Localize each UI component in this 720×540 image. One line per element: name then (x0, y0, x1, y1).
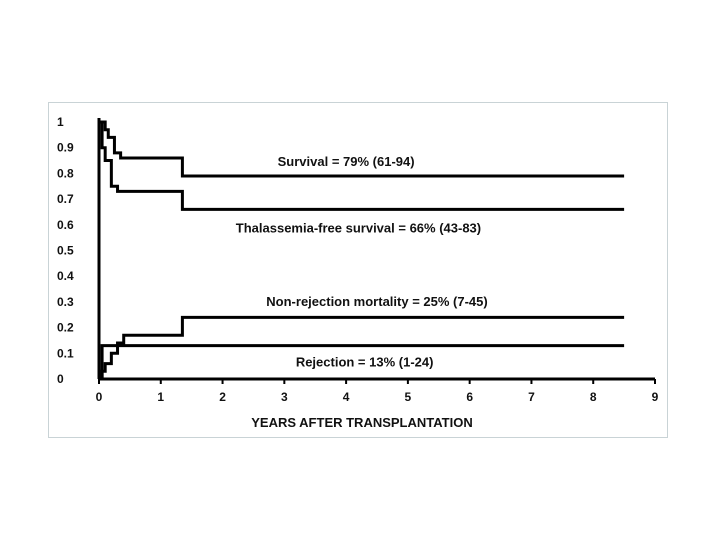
y-tick-label: 0.1 (57, 346, 74, 360)
annotations: Survival = 79% (61-94) Thalassemia-free s… (236, 154, 488, 369)
x-tick-label: 1 (157, 390, 164, 404)
y-tick-label: 0.2 (57, 321, 74, 335)
y-tick-label: 0.7 (57, 192, 74, 206)
y-tick-label: 0.3 (57, 295, 74, 309)
annotation-label: Rejection = 13% (1-24) (296, 354, 434, 369)
annotation-label: Thalassemia-free survival = 66% (43-83) (236, 221, 481, 236)
x-tick-label: 8 (590, 390, 597, 404)
y-tick-label: 0.4 (57, 269, 74, 283)
series-line-thalassemia-free-survival (99, 120, 625, 211)
x-tick-label: 9 (652, 390, 659, 404)
x-tick-label: 3 (281, 390, 288, 404)
series-lines (99, 120, 625, 381)
x-tick-label: 5 (405, 390, 412, 404)
axes (97, 118, 656, 384)
x-axis-label: YEARS AFTER TRANSPLANTATION (251, 415, 472, 430)
x-tick-label: 7 (528, 390, 535, 404)
series-line-rejection (99, 344, 625, 381)
y-tick-label: 0.9 (57, 141, 74, 155)
x-tick-label: 2 (219, 390, 226, 404)
y-tick-label: 0.5 (57, 244, 74, 258)
tick-labels: 0 1 2 3 4 5 6 7 8 9 0 0.1 0.2 0.3 0.4 0.5 0.6 0.7 0.8 0.9 1 (57, 115, 659, 404)
annotation-label: Non-rejection mortality = 25% (7-45) (266, 294, 487, 309)
x-tick-label: 0 (96, 390, 103, 404)
x-tick-label: 4 (343, 390, 350, 404)
y-tick-label: 0.6 (57, 218, 74, 232)
y-tick-label: 1 (57, 115, 64, 129)
survival-chart: 0 1 2 3 4 5 6 7 8 900.10.20.30.40.50.60.70.80.91 … (57, 115, 659, 430)
annotation-label: Survival = 79% (61-94) (278, 154, 415, 169)
x-tick-label: 6 (466, 390, 473, 404)
y-tick-label: 0 (57, 372, 64, 386)
chart-frame: 0 1 2 3 4 5 6 7 8 9 0 0.1 0.2 0.3 0.4 0.5 0.6 0.7 0.8 0.9 1 … (48, 102, 668, 438)
series-line-non-rejection-mortality (99, 315, 625, 381)
series-line-survival (99, 120, 625, 178)
y-tick-label: 0.8 (57, 166, 74, 180)
